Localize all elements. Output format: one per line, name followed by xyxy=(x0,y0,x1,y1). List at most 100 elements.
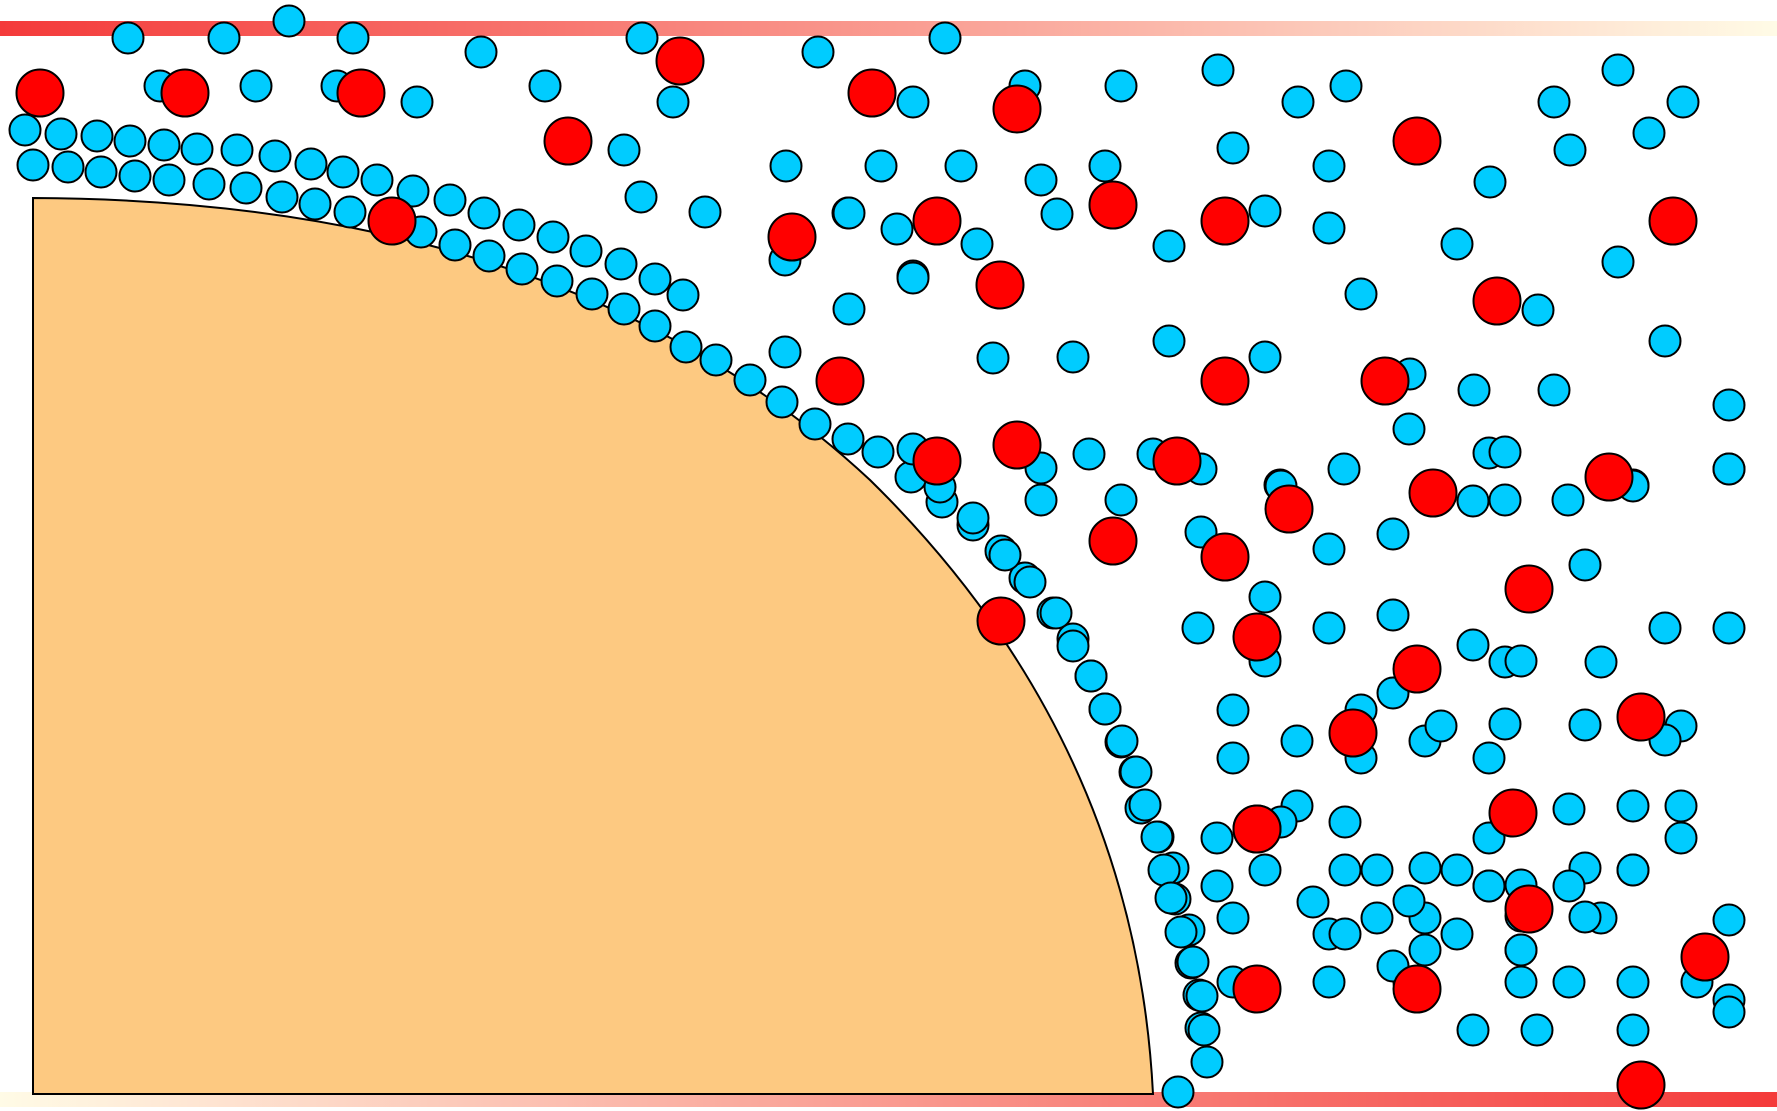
large-particle xyxy=(1616,692,1666,742)
small-particle xyxy=(1328,917,1362,951)
small-particle xyxy=(1152,229,1186,263)
small-particle xyxy=(1119,755,1153,789)
small-particle xyxy=(1440,227,1474,261)
small-particle xyxy=(861,435,895,469)
small-particle xyxy=(832,196,866,230)
large-particle xyxy=(336,68,386,118)
small-particle xyxy=(1568,900,1602,934)
small-particle xyxy=(1456,1013,1490,1047)
small-particle xyxy=(400,85,434,119)
large-particle xyxy=(15,68,65,118)
small-particle xyxy=(656,85,690,119)
small-particle xyxy=(333,195,367,229)
small-particle xyxy=(956,501,990,535)
small-particle xyxy=(84,155,118,189)
particles-layer xyxy=(8,4,1746,1110)
small-particle xyxy=(1161,1075,1195,1109)
large-particle xyxy=(1680,932,1730,982)
small-particle xyxy=(1216,741,1250,775)
small-particle xyxy=(1147,853,1181,887)
small-particle xyxy=(1408,933,1442,967)
small-particle xyxy=(864,149,898,183)
small-particle xyxy=(502,208,536,242)
small-particle xyxy=(1312,149,1346,183)
small-particle xyxy=(669,330,703,364)
small-particle xyxy=(536,220,570,254)
small-particle xyxy=(1424,709,1458,743)
small-particle xyxy=(147,128,181,162)
large-particle xyxy=(367,196,417,246)
small-particle xyxy=(1456,484,1490,518)
small-particle xyxy=(1201,53,1235,87)
small-particle xyxy=(1327,452,1361,486)
small-particle xyxy=(467,196,501,230)
large-particle xyxy=(1392,644,1442,694)
small-particle xyxy=(1616,1013,1650,1047)
small-particle xyxy=(768,335,802,369)
large-particle xyxy=(1584,452,1634,502)
small-particle xyxy=(1712,388,1746,422)
small-particle xyxy=(1664,789,1698,823)
small-particle xyxy=(607,292,641,326)
small-particle xyxy=(1154,881,1188,915)
small-particle xyxy=(1140,820,1174,854)
small-particle xyxy=(220,133,254,167)
small-particle xyxy=(1553,133,1587,167)
small-particle xyxy=(1312,611,1346,645)
small-particle xyxy=(1216,693,1250,727)
small-particle xyxy=(1376,598,1410,632)
small-particle xyxy=(1164,915,1198,949)
small-particle xyxy=(832,292,866,326)
small-particle xyxy=(1185,979,1219,1013)
large-particle xyxy=(1232,804,1282,854)
small-particle xyxy=(8,113,42,147)
small-particle xyxy=(1088,149,1122,183)
small-particle xyxy=(298,187,332,221)
large-particle xyxy=(992,420,1042,470)
large-particle xyxy=(1328,708,1378,758)
small-particle xyxy=(1216,901,1250,935)
small-particle xyxy=(1281,85,1315,119)
small-particle xyxy=(1552,869,1586,903)
small-particle xyxy=(51,150,85,184)
small-particle xyxy=(1537,85,1571,119)
small-particle xyxy=(239,69,273,103)
small-particle xyxy=(1072,437,1106,471)
small-particle xyxy=(1552,792,1586,826)
large-particle xyxy=(160,68,210,118)
small-particle xyxy=(1376,517,1410,551)
large-particle xyxy=(1488,788,1538,838)
large-particle xyxy=(1360,356,1410,406)
small-particle xyxy=(396,174,430,208)
small-particle xyxy=(265,180,299,214)
small-particle xyxy=(1504,933,1538,967)
small-particle xyxy=(1616,853,1650,887)
small-particle xyxy=(607,133,641,167)
large-particle xyxy=(1232,612,1282,662)
large-particle xyxy=(1472,276,1522,326)
small-particle xyxy=(798,407,832,441)
small-particle xyxy=(326,155,360,189)
small-particle xyxy=(192,167,226,201)
small-particle xyxy=(928,21,962,55)
small-particle xyxy=(1328,805,1362,839)
large-particle xyxy=(1232,964,1282,1014)
small-particle xyxy=(944,149,978,183)
small-particle xyxy=(1473,165,1507,199)
small-particle xyxy=(294,147,328,181)
small-particle xyxy=(111,21,145,55)
small-particle xyxy=(1520,1013,1554,1047)
large-particle xyxy=(1392,964,1442,1014)
large-particle xyxy=(1264,484,1314,534)
small-particle xyxy=(625,21,659,55)
small-particle xyxy=(1105,724,1139,758)
small-particle xyxy=(438,228,472,262)
small-particle xyxy=(1248,580,1282,614)
small-particle xyxy=(880,212,914,246)
small-particle xyxy=(1296,885,1330,919)
large-particle xyxy=(1200,532,1250,582)
small-particle xyxy=(1200,821,1234,855)
large-particle xyxy=(1504,884,1554,934)
